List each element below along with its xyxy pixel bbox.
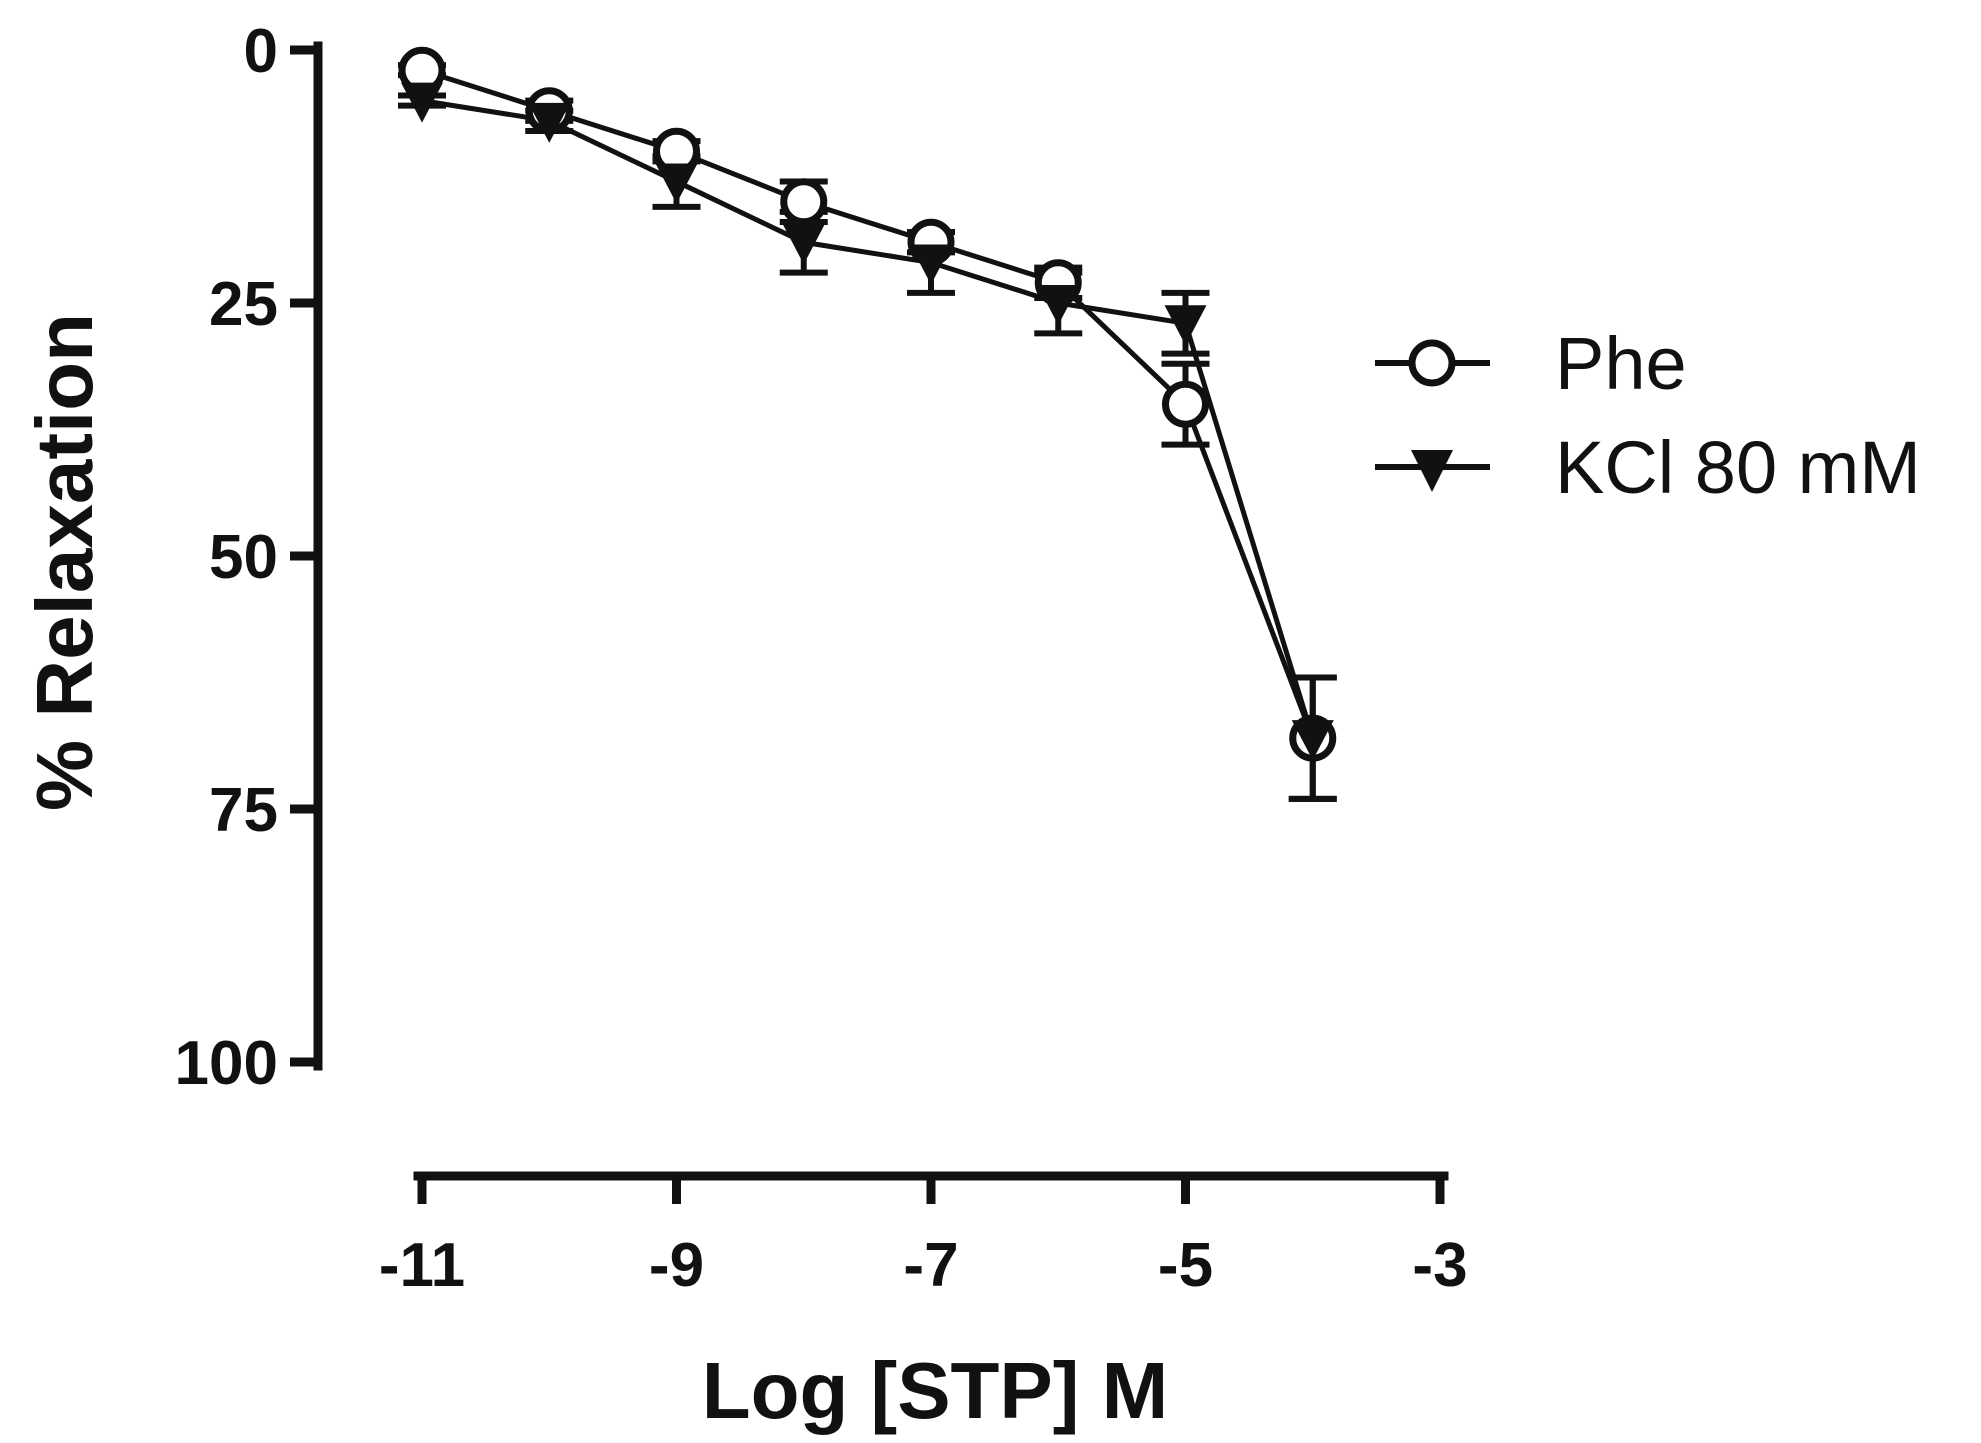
data-point-kcl-4 [910,244,952,285]
y-tick-label-75: 75 [209,776,278,845]
data-point-kcl-5 [1037,285,1080,325]
legend-marker-phe [1408,339,1456,387]
legend-label-phe: Phe [1555,322,1687,405]
y-axis-title: % Relaxation [20,313,109,811]
x-tick-label--5: -5 [1158,1231,1213,1300]
axes: 0 25 50 75 100 -11 -9 -7 -5 -3 [175,17,1468,1300]
x-tick-label--9: -9 [649,1231,704,1300]
data-point-phe-3 [780,178,828,226]
data-point-kcl-0 [401,82,443,123]
data-point-phe-6 [1162,380,1209,428]
y-tick-label-25: 25 [209,270,278,339]
y-tick-label-100: 100 [175,1029,278,1098]
y-tick-label-0: 0 [244,17,278,86]
data-point-kcl-7 [1291,720,1334,761]
legend-marker-kcl [1411,450,1453,492]
markers-phe [398,46,1337,762]
y-tick-label-50: 50 [209,523,278,592]
data-point-kcl-2 [655,163,698,204]
markers-kcl [401,82,1334,761]
legend: Phe KCl 80 mM [1375,322,1921,509]
x-tick-label--11: -11 [379,1231,465,1300]
legend-label-kcl: KCl 80 mM [1555,426,1921,509]
series-group [398,46,1337,802]
data-point-kcl-3 [782,224,825,265]
data-point-kcl-6 [1164,305,1207,346]
data-point-kcl-1 [528,102,571,143]
series-phe [398,62,1337,802]
x-tick-label--3: -3 [1412,1231,1467,1300]
x-axis-title: Log [STP] M [702,1346,1169,1435]
series-line-kcl [421,98,1316,739]
x-tick-label--7: -7 [903,1231,958,1300]
